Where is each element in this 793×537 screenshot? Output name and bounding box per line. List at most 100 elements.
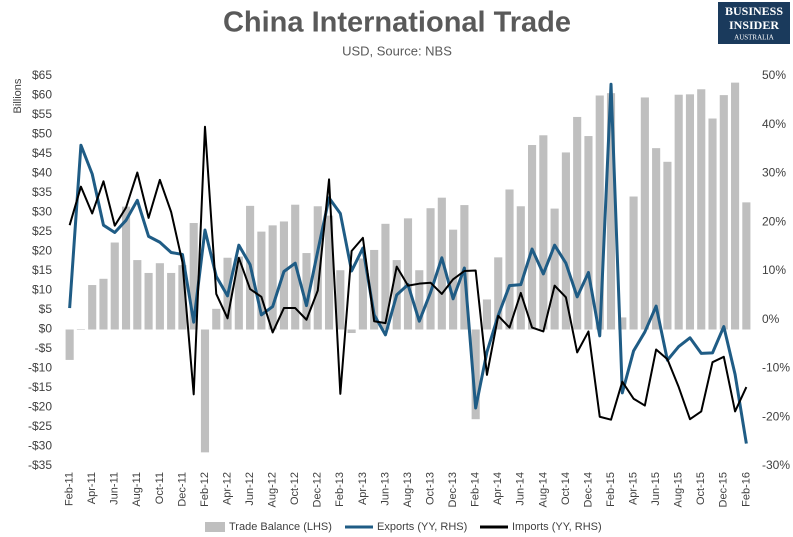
bar <box>482 299 492 330</box>
line <box>68 125 748 421</box>
bar <box>358 258 367 330</box>
bar <box>708 118 717 330</box>
x-tick-label: Jun-15 <box>650 472 662 506</box>
bar <box>121 206 131 330</box>
y-tick-label: $0 <box>39 322 53 336</box>
bar <box>200 329 210 453</box>
bar <box>674 94 683 330</box>
bar <box>505 189 514 330</box>
bar <box>234 256 243 330</box>
bar <box>731 82 740 330</box>
bar <box>324 215 334 330</box>
y2-tick-label: 40% <box>762 117 786 131</box>
x-tick-label: Feb-14 <box>470 472 482 507</box>
x-tick-label: Oct-11 <box>154 472 166 504</box>
y-tick-label: -$10 <box>28 361 52 375</box>
x-tick-label: Dec-14 <box>582 472 594 507</box>
x-tick-label: Aug-13 <box>402 472 414 507</box>
x-tick-label: Aug-12 <box>267 472 279 507</box>
bar <box>415 270 424 330</box>
bar <box>313 206 322 330</box>
bar <box>595 95 604 330</box>
x-tick-label: Oct-12 <box>289 472 301 505</box>
x-tick-label: Feb-13 <box>334 472 346 507</box>
x-tick-label: Apr-14 <box>492 472 504 505</box>
legend-label: Exports (YY, RHS) <box>377 521 467 533</box>
bar <box>99 278 108 330</box>
x-tick-label: Apr-13 <box>357 472 369 505</box>
y-tick-label: -$25 <box>28 419 52 433</box>
y-tick-label: $25 <box>32 224 52 238</box>
x-tick-label: Apr-11 <box>86 472 98 504</box>
logo-box <box>718 2 790 44</box>
y-tick-label: $10 <box>32 283 52 297</box>
bar <box>381 223 390 330</box>
x-tick-label: Dec-13 <box>447 472 459 507</box>
y-tick-label: $35 <box>32 185 52 199</box>
y-tick-label: -$5 <box>35 341 53 355</box>
bar <box>178 265 187 330</box>
x-tick-label: Dec-12 <box>312 472 324 507</box>
bar <box>302 253 311 330</box>
logo-text: INSIDER <box>729 18 779 32</box>
y2-tick-label: -20% <box>762 409 790 423</box>
x-tick-label: Feb-11 <box>64 472 76 506</box>
y-tick-label: $20 <box>32 244 52 258</box>
y2-tick-label: 0% <box>762 312 780 326</box>
bar <box>155 263 164 330</box>
bar <box>663 161 672 330</box>
bar <box>561 152 570 330</box>
bar <box>257 231 266 330</box>
y-tick-label: $30 <box>32 205 52 219</box>
x-tick-label: Jun-13 <box>379 472 391 506</box>
y-tick-label: -$30 <box>28 439 52 453</box>
bar <box>110 242 119 330</box>
bar <box>471 329 480 420</box>
x-tick-label: Aug-11 <box>131 472 143 507</box>
x-tick-label: Dec-11 <box>176 472 188 507</box>
x-tick-label: Oct-14 <box>560 472 572 505</box>
bar <box>88 285 97 330</box>
bar <box>606 93 616 330</box>
y-tick-label: -$35 <box>28 458 52 472</box>
y-tick-label: $60 <box>32 88 52 102</box>
y-axis-label: Billions <box>12 78 24 113</box>
y-tick-label: $55 <box>32 107 52 121</box>
y-tick-label: $45 <box>32 146 52 160</box>
x-tick-label: Oct-15 <box>695 472 707 505</box>
bar <box>65 329 74 360</box>
bar <box>268 225 277 330</box>
legend-label: Trade Balance (LHS) <box>229 521 332 533</box>
y-tick-label: $5 <box>39 302 53 316</box>
bar <box>189 223 198 330</box>
bar <box>640 97 649 330</box>
chart-title: China International Trade <box>223 7 571 39</box>
logo-text: AUSTRALIA <box>734 34 774 42</box>
bar <box>144 272 153 330</box>
x-tick-label: Apr-12 <box>221 472 233 505</box>
bar <box>167 272 176 330</box>
y2-tick-label: -30% <box>762 458 790 472</box>
bar <box>573 116 582 330</box>
x-tick-label: Feb-15 <box>605 472 617 507</box>
y2-tick-label: 30% <box>762 166 786 180</box>
y2-tick-label: 10% <box>762 263 786 277</box>
x-tick-label: Jun-12 <box>244 472 256 506</box>
chart-subtitle: USD, Source: NBS <box>342 43 452 58</box>
bar <box>133 260 142 330</box>
bar <box>370 249 379 330</box>
bar <box>719 95 728 330</box>
y2-tick-label: -10% <box>762 361 790 375</box>
x-tick-label: Aug-14 <box>537 472 549 507</box>
legend-label: Imports (YY, RHS) <box>512 521 602 533</box>
bar <box>347 329 356 334</box>
y-tick-label: -$20 <box>28 400 52 414</box>
y-tick-label: $15 <box>32 263 52 277</box>
bar <box>494 257 503 330</box>
bar <box>76 329 85 330</box>
bar <box>697 89 706 330</box>
x-tick-label: Aug-15 <box>673 472 685 507</box>
bar <box>629 196 638 330</box>
y-tick-label: $65 <box>32 68 52 82</box>
